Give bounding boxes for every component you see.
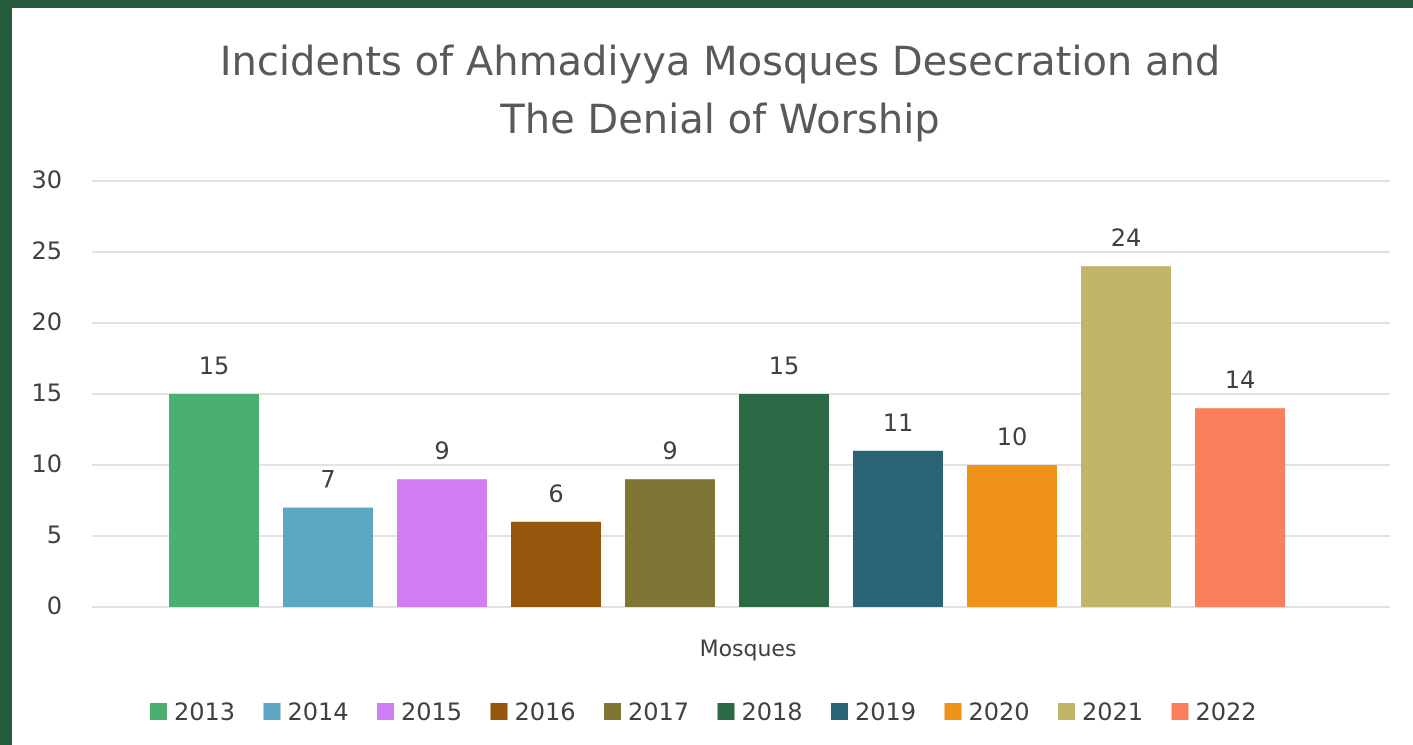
chart-title: The Denial of Worship (499, 97, 939, 143)
bar (283, 507, 373, 607)
data-label: 7 (320, 466, 335, 494)
legend-swatch (831, 703, 848, 720)
legend-swatch (263, 703, 281, 720)
legend-swatch (150, 703, 167, 720)
y-tick-label: 15 (31, 379, 62, 407)
legend-label: 2016 (515, 698, 576, 726)
bar (1195, 408, 1285, 607)
legend-swatch (604, 703, 621, 720)
legend-label: 2019 (855, 698, 916, 726)
legend-label: 2013 (174, 698, 235, 726)
bar (169, 394, 259, 607)
bar (397, 479, 487, 607)
bar (511, 521, 601, 607)
data-label: 9 (434, 437, 449, 465)
data-label: 10 (997, 423, 1028, 451)
data-label: 11 (883, 409, 914, 437)
y-tick-label: 30 (31, 166, 62, 194)
legend-label: 2020 (969, 698, 1030, 726)
data-label: 14 (1225, 366, 1256, 394)
data-label: 15 (199, 352, 230, 380)
chart-title: Incidents of Ahmadiyya Mosques Desecrati… (220, 39, 1221, 85)
bar (967, 465, 1057, 607)
y-tick-label: 10 (31, 450, 62, 478)
legend-label: 2018 (742, 698, 803, 726)
bar (739, 394, 829, 607)
y-tick-label: 5 (47, 521, 62, 549)
data-label: 9 (662, 437, 677, 465)
legend-swatch (717, 703, 735, 720)
legend-label: 2014 (288, 698, 349, 726)
y-tick-label: 0 (47, 592, 62, 620)
data-label: 6 (548, 480, 563, 508)
x-tick-label: Mosques (700, 637, 797, 662)
y-tick-label: 25 (31, 237, 62, 265)
bar (853, 450, 943, 607)
chart-area (12, 8, 1413, 745)
legend-swatch (944, 703, 962, 720)
legend-swatch (1058, 703, 1075, 720)
legend-label: 2021 (1082, 698, 1143, 726)
legend-label: 2017 (628, 698, 689, 726)
legend-label: 2022 (1196, 698, 1257, 726)
bar (1081, 266, 1171, 607)
legend-swatch (490, 703, 508, 720)
legend-swatch (1171, 703, 1189, 720)
data-label: 15 (769, 352, 800, 380)
data-label: 24 (1111, 224, 1142, 252)
bar (625, 479, 715, 607)
legend-swatch (377, 703, 394, 720)
legend-label: 2015 (401, 698, 462, 726)
y-tick-label: 20 (31, 308, 62, 336)
